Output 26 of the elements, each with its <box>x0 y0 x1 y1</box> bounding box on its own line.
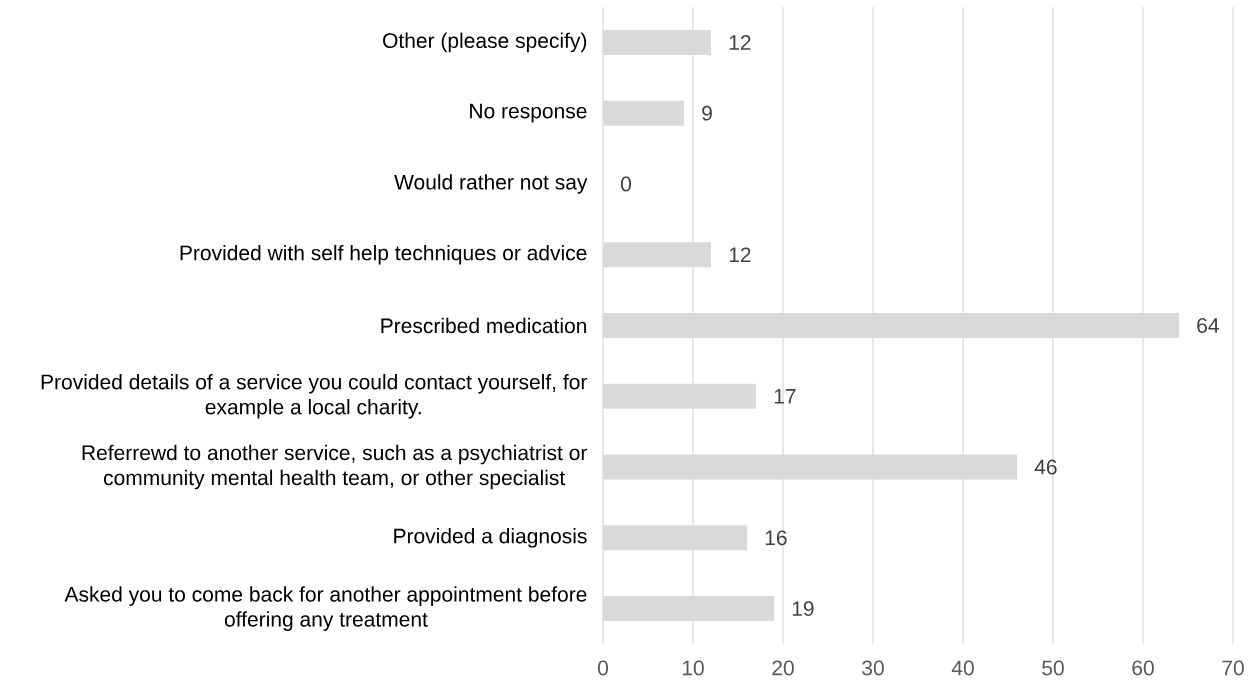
x-tick-label: 40 <box>951 660 974 676</box>
y-tick-label: Provided with self help techniques or advice <box>180 244 587 265</box>
data-label: 9 <box>702 105 712 121</box>
x-tick-label: 50 <box>1042 660 1064 676</box>
data-label: 0 <box>621 176 632 192</box>
data-label: 16 <box>765 530 787 546</box>
data-label: 46 <box>1034 459 1057 475</box>
x-tick-label: 30 <box>862 660 884 676</box>
data-label: 64 <box>1197 318 1219 333</box>
data-label: 12 <box>729 247 751 263</box>
x-tick-label: 60 <box>1132 660 1154 676</box>
x-tick-label: 0 <box>597 660 609 676</box>
y-tick-label: Provided details of a service you could contact yourself, for example a local charity. <box>41 373 588 419</box>
x-tick-label: 20 <box>772 660 794 676</box>
y-tick-label: Asked you to come back for another appointment before offering any treatment <box>64 586 587 631</box>
y-tick-label: Prescribed medication <box>381 317 587 334</box>
data-label: 17 <box>774 389 796 404</box>
y-tick-label: No response <box>470 103 587 123</box>
x-tick-label: 70 <box>1222 660 1244 676</box>
x-tick-label: 10 <box>682 660 704 676</box>
y-tick-label: Referrewd to another service, such as a psychiatrist or community mental health team, or other specialist <box>82 444 588 490</box>
y-tick-label: Would rather not say <box>394 174 588 194</box>
y-tick-label: Other (please specify) <box>383 32 587 53</box>
data-label: 19 <box>792 601 814 617</box>
data-label: 12 <box>729 35 751 50</box>
y-tick-label: Provided a diagnosis <box>394 528 587 548</box>
